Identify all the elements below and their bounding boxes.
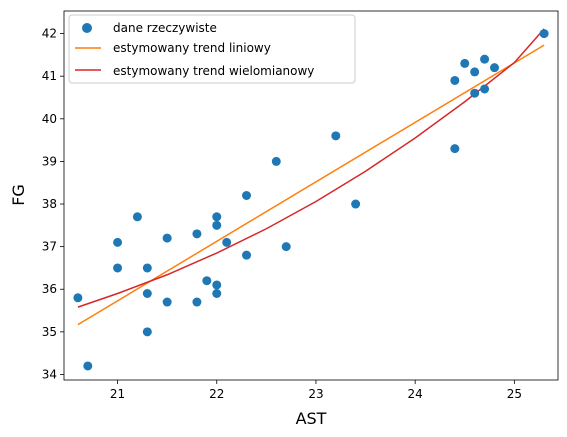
legend-marker-dane-rzeczywiste xyxy=(82,23,92,33)
y-tick-label: 39 xyxy=(42,154,57,168)
data-point xyxy=(470,67,480,77)
data-point xyxy=(351,199,361,209)
data-point xyxy=(192,229,202,239)
x-tick-label: 25 xyxy=(507,387,522,401)
data-point xyxy=(539,29,549,39)
data-point xyxy=(142,289,152,298)
data-point xyxy=(162,233,172,243)
data-point xyxy=(490,63,500,73)
data-point xyxy=(281,242,291,252)
data-point xyxy=(212,289,222,298)
data-point xyxy=(142,263,152,273)
data-point xyxy=(271,156,281,166)
y-tick-label: 37 xyxy=(42,240,57,254)
x-axis-ticks: 21 22 23 24 25 xyxy=(110,380,522,401)
data-point xyxy=(242,191,252,200)
y-tick-label: 34 xyxy=(42,367,57,381)
data-point xyxy=(480,84,490,94)
y-axis-ticks: 34 35 36 37 38 39 40 41 42 xyxy=(42,27,64,381)
data-point xyxy=(162,297,172,307)
y-tick-label: 40 xyxy=(42,112,57,126)
y-axis-title: FG xyxy=(9,184,28,206)
y-tick-label: 38 xyxy=(42,197,57,211)
x-axis-title: AST xyxy=(296,409,327,428)
y-tick-label: 42 xyxy=(42,27,57,41)
data-point xyxy=(113,263,123,273)
data-point xyxy=(142,327,152,337)
data-points xyxy=(73,29,549,371)
data-point xyxy=(73,293,83,303)
y-tick-label: 35 xyxy=(42,325,57,339)
x-tick-label: 24 xyxy=(408,387,423,401)
data-point xyxy=(113,237,123,247)
data-point xyxy=(132,212,142,222)
data-point xyxy=(212,220,222,230)
data-point xyxy=(212,280,222,290)
data-point xyxy=(242,250,252,260)
data-point xyxy=(202,276,212,286)
legend-box xyxy=(68,14,356,84)
plot-frame xyxy=(63,10,559,381)
data-point xyxy=(450,144,460,154)
data-point xyxy=(212,212,222,222)
data-point xyxy=(470,88,480,98)
x-tick-label: 23 xyxy=(308,387,323,401)
data-point xyxy=(192,297,202,307)
data-point xyxy=(460,58,470,68)
data-point xyxy=(222,237,232,247)
x-tick-label: 21 xyxy=(110,387,125,401)
legend: dane rzeczywiste estymowany trend liniow… xyxy=(68,14,356,84)
legend-label-trend-wielomianowy: estymowany trend wielomianowy xyxy=(113,64,314,78)
data-point xyxy=(331,131,341,141)
linear-trend-line xyxy=(77,44,545,326)
legend-label-trend-liniowy: estymowany trend liniowy xyxy=(113,41,271,55)
y-tick-label: 41 xyxy=(42,69,57,83)
x-tick-label: 22 xyxy=(209,387,224,401)
legend-label-dane-rzeczywiste: dane rzeczywiste xyxy=(113,21,217,35)
data-point xyxy=(450,75,460,85)
y-tick-label: 36 xyxy=(42,282,57,296)
data-point xyxy=(480,54,490,64)
data-point xyxy=(83,361,93,371)
